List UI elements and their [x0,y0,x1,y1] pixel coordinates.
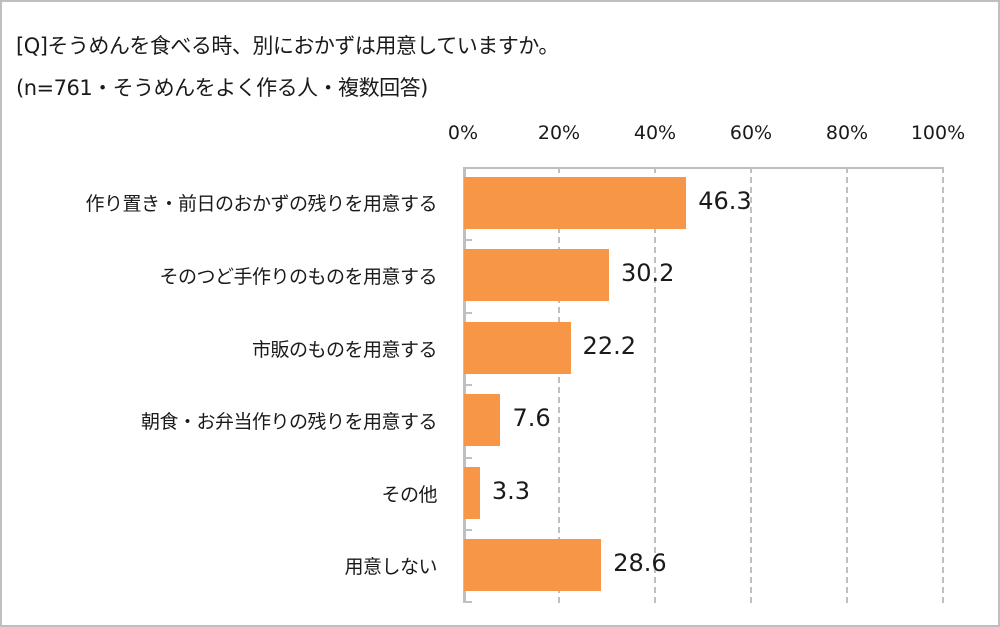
plot-top-border [463,167,944,169]
y-tick [463,384,472,386]
bar-homemade-each-time [464,249,609,301]
value-label: 46.3 [698,187,752,215]
y-tick [463,529,472,531]
y-tick [463,239,472,241]
bar-none [464,539,602,591]
chart-title: [Q]そうめんを食べる時、別におかずは用意していますか。 [16,34,559,58]
x-tick-label: 60% [729,122,773,144]
value-label: 22.2 [582,332,636,360]
bar-breakfast-bento-leftovers [464,394,501,446]
bar-store-bought [464,322,571,374]
gridline-20 [558,167,560,603]
y-tick [463,457,472,459]
chart-subtitle: (n=761・そうめんをよく作る人・複数回答) [16,76,428,100]
category-label: 用意しない [344,556,437,578]
gridline-60 [750,167,752,603]
x-tick-label: 20% [537,122,581,144]
value-label: 28.6 [613,549,667,577]
y-tick [463,312,472,314]
x-tick-label: 100% [910,122,966,144]
y-tick [463,601,472,603]
plot-area: 46.3 30.2 22.2 7.6 3.3 28.6 [463,167,944,603]
value-label: 7.6 [512,404,551,432]
category-label: 朝食・お弁当作りの残りを用意する [140,411,438,433]
category-label: そのつど手作りのものを用意する [159,266,437,288]
bar-other [464,467,480,519]
gridline-80 [846,167,848,603]
gridline-100 [942,167,944,603]
value-label: 30.2 [620,259,675,287]
x-tick-label: 80% [825,122,869,144]
x-tick-label: 40% [633,122,677,144]
x-tick-label: 0% [447,122,479,144]
bar-leftovers-prepared [464,177,687,229]
category-label: その他 [381,484,437,506]
category-label: 市販のものを用意する [251,339,438,361]
category-label: 作り置き・前日のおかずの残りを用意する [85,193,437,215]
gridline-40 [654,167,656,603]
value-label: 3.3 [491,477,530,505]
